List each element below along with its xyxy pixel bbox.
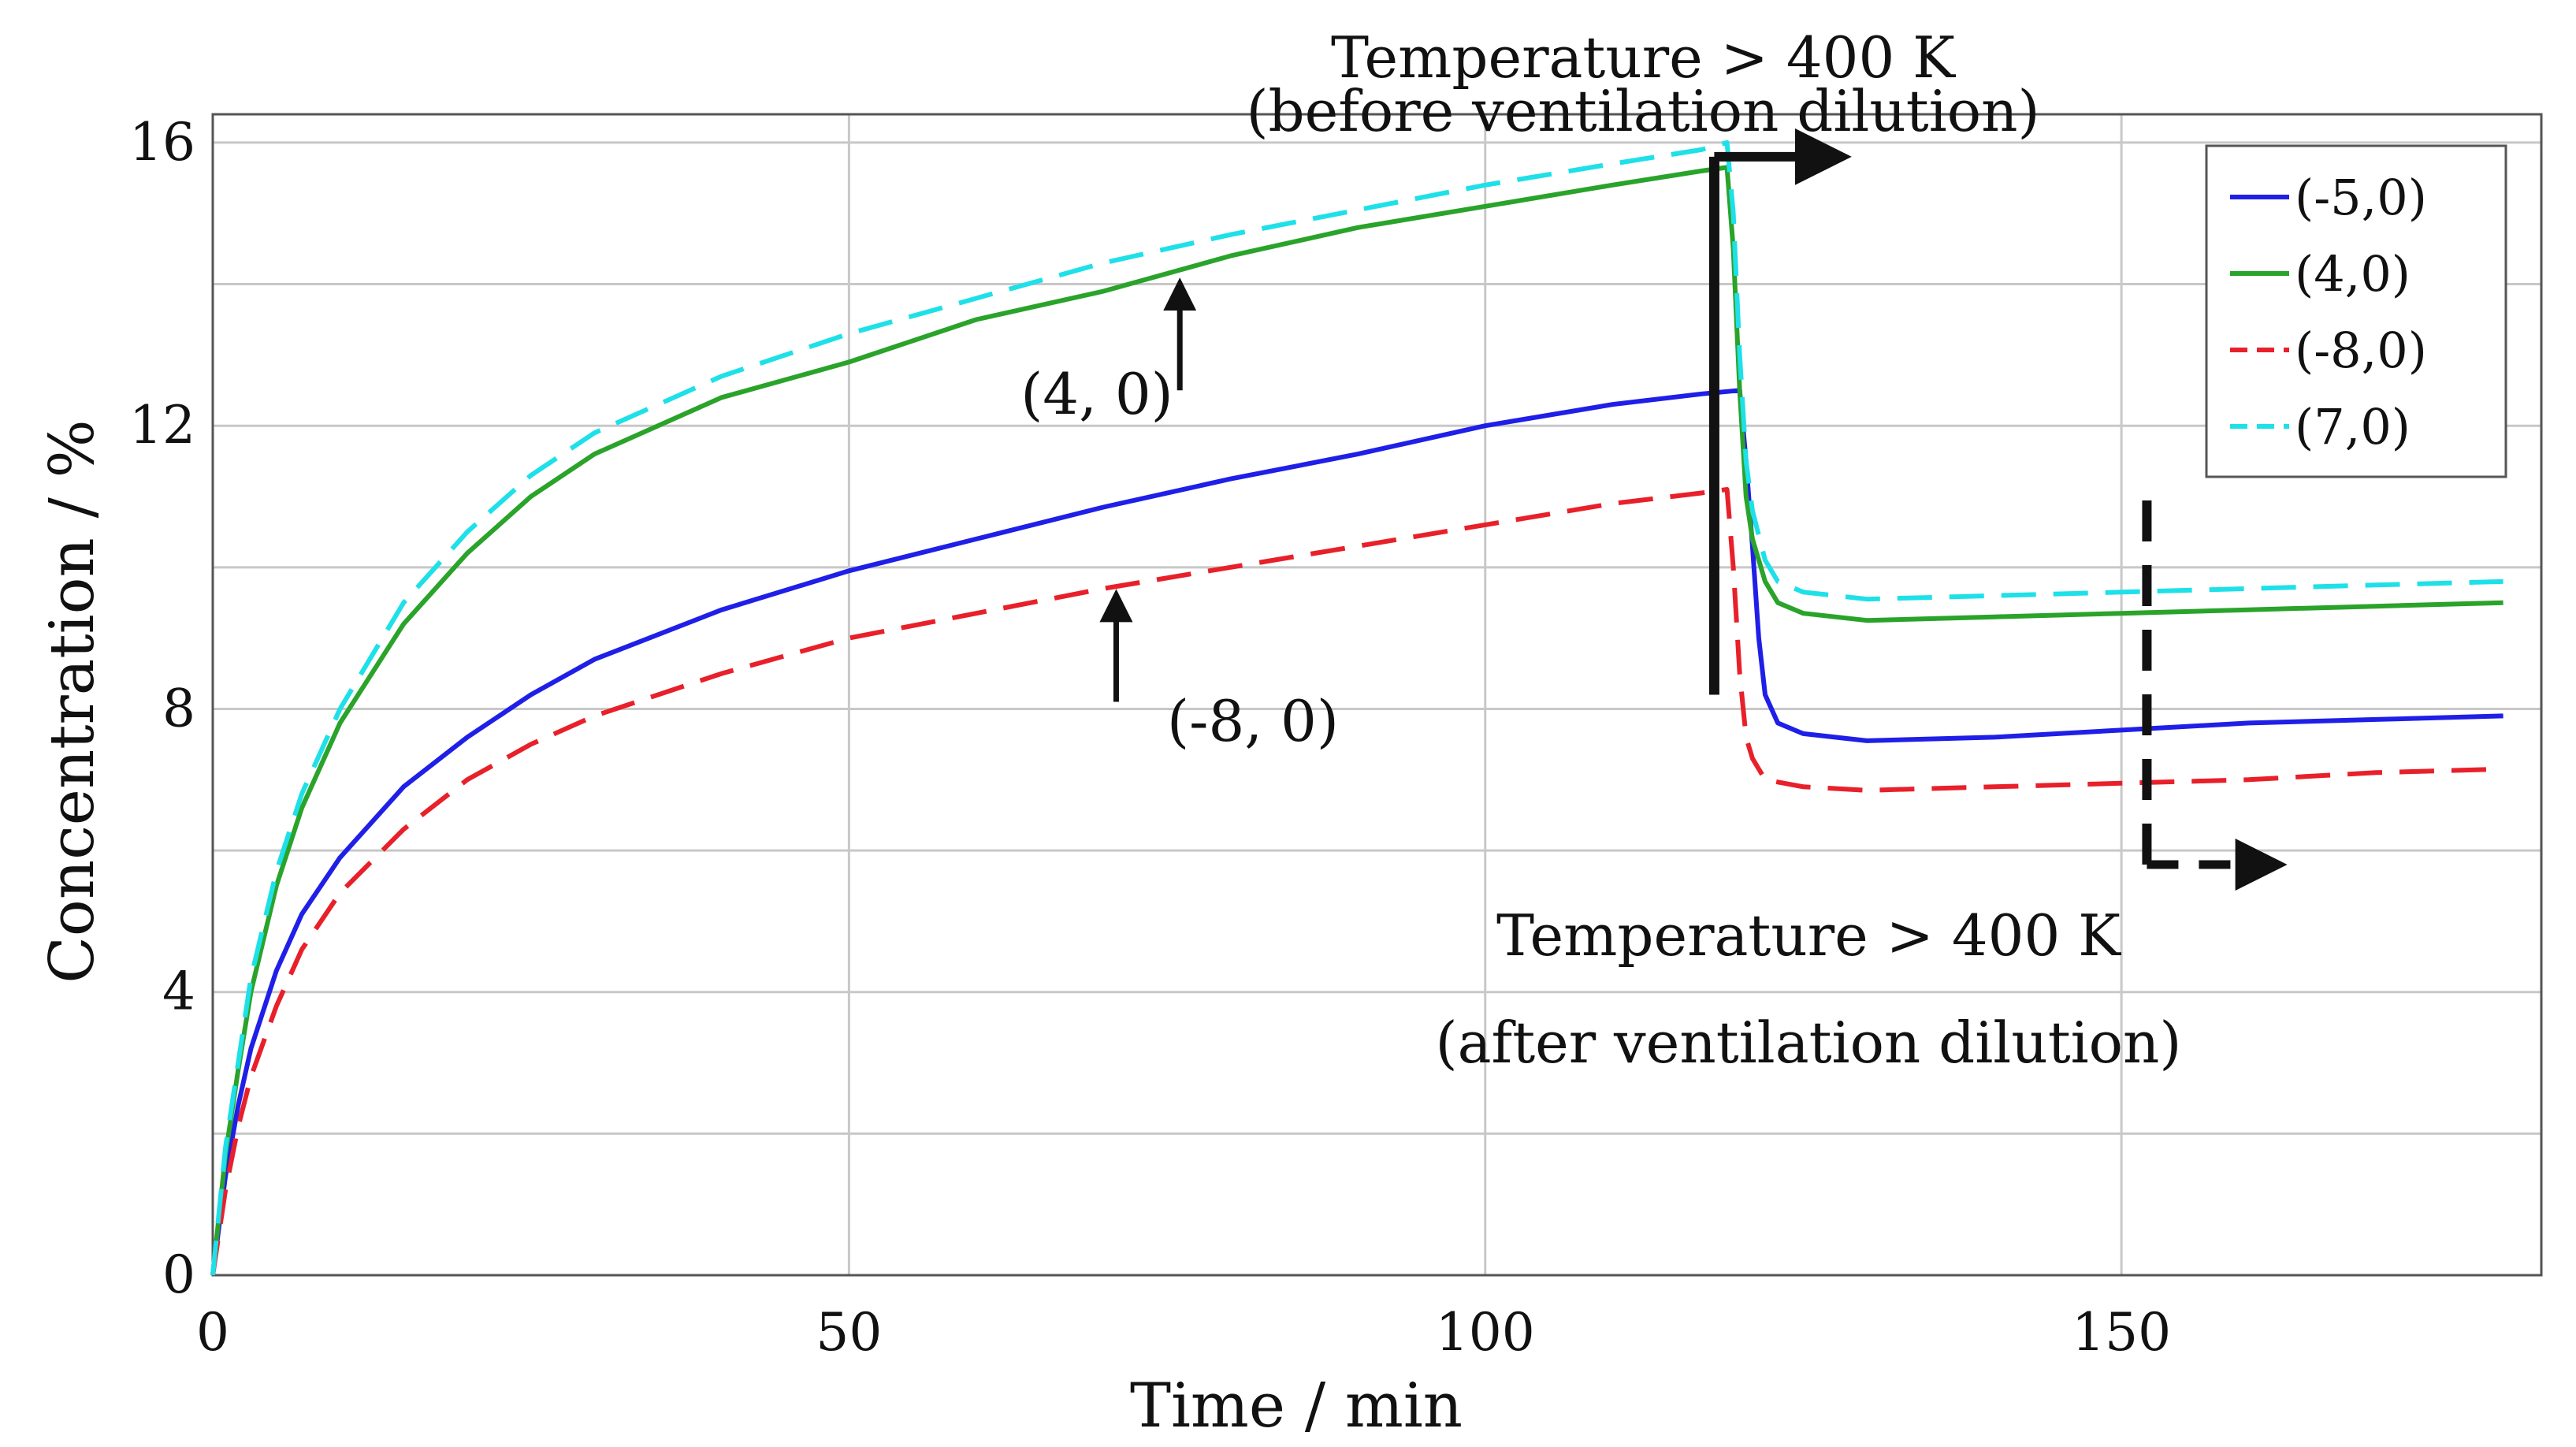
legend-label: (-5,0) (2295, 169, 2427, 226)
series-line (210, 388, 2504, 1276)
legend-label: (-8,0) (2295, 322, 2427, 379)
y-tick-label: 12 (129, 395, 195, 456)
y-tick-label: 16 (129, 112, 195, 173)
legend-label: (4,0) (2295, 245, 2411, 303)
y-tick-label: 0 (162, 1244, 195, 1305)
legend-box (2205, 144, 2507, 478)
y-axis-title: Concentration / % (37, 419, 108, 984)
annotation-bottom-line2: (after ventilation dilution) (1436, 1010, 2182, 1076)
annotation-top-line1: Temperature > 400 K (1331, 24, 1956, 91)
series-lines (210, 139, 2504, 1276)
x-tick-label: 150 (2072, 1302, 2171, 1363)
legend: (-5,0) (4,0) (-8,0) (7,0) (2205, 144, 2507, 478)
y-tick-label: 8 (162, 678, 195, 738)
legend-label: (7,0) (2295, 398, 2411, 456)
x-tick-label: 100 (1436, 1302, 1535, 1363)
series-line (210, 165, 2504, 1276)
annotation-top-line2: (before ventilation dilution) (1246, 78, 2039, 144)
x-tick-label: 50 (816, 1302, 882, 1363)
plot-frame (211, 113, 2543, 1277)
axis-ticks: 0 50 100 150 0 4 8 12 16 (129, 112, 2171, 1363)
annotation-markers (1099, 128, 2288, 891)
series-line (210, 139, 2504, 1276)
series-line (210, 487, 2504, 1276)
annotation-bottom-line1: Temperature > 400 K (1496, 902, 2121, 969)
annotation-label-green: (4, 0) (1020, 361, 1173, 427)
x-axis-title: Time / min (1130, 1371, 1463, 1441)
y-tick-label: 4 (162, 962, 195, 1022)
x-tick-label: 0 (196, 1302, 229, 1363)
annotation-label-red: (-8, 0) (1167, 688, 1339, 754)
